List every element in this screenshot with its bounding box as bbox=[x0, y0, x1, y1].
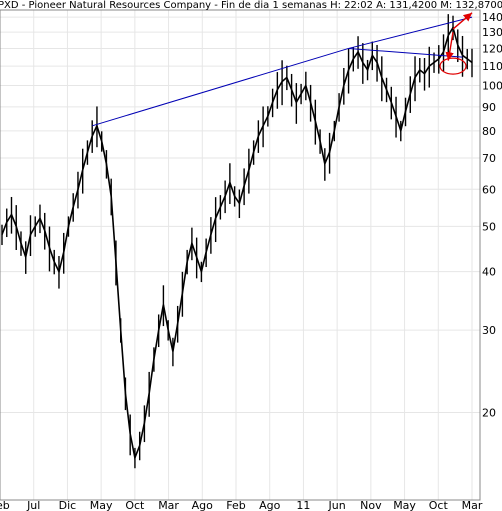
x-tick-label: Mar bbox=[462, 499, 483, 511]
x-tick-label: May bbox=[393, 499, 416, 511]
x-tick-label: Jul bbox=[26, 499, 40, 511]
price-layer bbox=[1, 14, 473, 469]
plot-frame bbox=[0, 9, 481, 501]
x-tick-label: Feb bbox=[0, 499, 10, 511]
x-tick-label: Dic bbox=[59, 499, 77, 511]
y-tick-label: 80 bbox=[482, 125, 496, 138]
y-tick-label: 120 bbox=[482, 42, 502, 55]
annotation-arrow bbox=[445, 32, 454, 61]
x-tick-label: 11 bbox=[296, 499, 310, 511]
x-tick-label: Nov bbox=[360, 499, 382, 511]
grid-layer bbox=[0, 10, 480, 500]
y-tick-label: 130 bbox=[482, 26, 502, 39]
price-series-line bbox=[1, 25, 473, 461]
x-tick-label: Ago bbox=[259, 499, 281, 511]
y-tick-label: 70 bbox=[482, 152, 496, 165]
y-tick-label: 50 bbox=[482, 220, 496, 233]
x-tick-label: Oct bbox=[429, 499, 449, 511]
y-tick-label: 40 bbox=[482, 266, 496, 279]
x-tick-label: Feb bbox=[226, 499, 245, 511]
x-tick-label: Mar bbox=[158, 499, 179, 511]
y-tick-label: 20 bbox=[482, 406, 496, 419]
x-tick-label: Oct bbox=[125, 499, 145, 511]
trendline bbox=[92, 47, 349, 127]
annotation-arrow bbox=[452, 12, 473, 30]
y-tick-label: 110 bbox=[482, 60, 502, 73]
x-axis: Feb Jul Dic May Oct Mar Ago Feb Ago 11 Jun Nov May Oc… bbox=[0, 499, 483, 511]
y-tick-label: 140 bbox=[482, 11, 502, 24]
y-tick-label: 90 bbox=[482, 101, 496, 114]
y-axis: 140 130 120 110 100 90 80 70 60 50 40 30 20 bbox=[482, 11, 502, 419]
x-tick-label: May bbox=[90, 499, 113, 511]
trendline bbox=[348, 47, 463, 58]
y-tick-label: 60 bbox=[482, 183, 496, 196]
y-tick-label: 100 bbox=[482, 79, 502, 92]
x-tick-label: Ago bbox=[192, 499, 214, 511]
x-tick-label: Jun bbox=[328, 499, 346, 511]
annotation-layer bbox=[92, 12, 473, 127]
chart-title: PXD - Pioneer Natural Resources Company … bbox=[0, 0, 502, 11]
trendline bbox=[348, 16, 473, 49]
y-tick-label: 30 bbox=[482, 324, 496, 337]
annotation-ellipse bbox=[439, 57, 467, 75]
